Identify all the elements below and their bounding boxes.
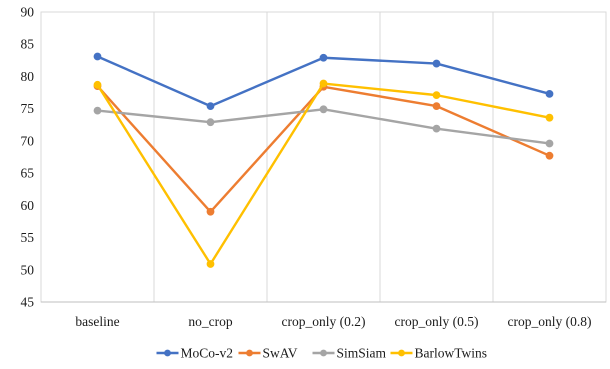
legend-item: BarlowTwins <box>390 346 488 361</box>
legend-swatch-marker <box>398 349 405 357</box>
legend-swatch-marker <box>164 349 171 357</box>
y-tick-label: 80 <box>21 69 35 84</box>
data-point <box>93 106 102 115</box>
legend-label: SimSiam <box>337 346 387 361</box>
data-point <box>206 118 215 127</box>
x-tick-label: no_crop <box>188 314 232 329</box>
data-point <box>432 124 441 133</box>
data-point <box>206 207 215 216</box>
legend-swatch-marker <box>246 349 253 357</box>
legend-item: MoCo-v2 <box>156 346 234 361</box>
series-barlowtwins <box>93 79 554 268</box>
legend-item: SimSiam <box>312 346 387 361</box>
data-point <box>93 52 102 61</box>
data-point <box>545 139 554 148</box>
y-tick-label: 45 <box>21 295 35 310</box>
x-axis-tick-labels: baseline no_crop crop_only (0.2) crop_only … <box>75 314 591 329</box>
data-point <box>545 113 554 122</box>
y-tick-label: 90 <box>21 5 35 20</box>
legend-label: BarlowTwins <box>415 346 488 361</box>
legend-item: SwAV <box>238 346 298 361</box>
y-tick-label: 85 <box>21 37 35 52</box>
data-point <box>545 89 554 98</box>
y-axis-tick-labels: 45 50 55 60 65 70 75 80 85 90 <box>21 5 35 310</box>
data-point <box>319 53 328 62</box>
data-point <box>432 59 441 68</box>
data-point <box>93 80 102 89</box>
x-tick-label: baseline <box>75 314 119 329</box>
legend-label: SwAV <box>263 346 298 361</box>
data-point <box>432 102 441 110</box>
x-tick-label: crop_only (0.5) <box>395 314 479 329</box>
y-tick-label: 55 <box>21 230 35 245</box>
legend: MoCo-v2 SwAV SimSiam BarlowTwins <box>156 346 488 361</box>
x-tick-label: crop_only (0.8) <box>508 314 592 329</box>
y-tick-label: 70 <box>21 133 35 148</box>
data-point <box>432 91 441 100</box>
y-tick-label: 75 <box>21 101 35 116</box>
data-point <box>206 102 215 110</box>
series-swav <box>93 82 554 216</box>
x-tick-label: crop_only (0.2) <box>282 314 366 329</box>
series-simsiam <box>93 105 554 148</box>
data-point <box>319 105 328 114</box>
axes <box>40 11 607 303</box>
legend-swatch-marker <box>320 349 327 357</box>
y-tick-label: 50 <box>21 262 35 277</box>
series-lines <box>93 52 554 268</box>
data-point <box>206 260 215 268</box>
series-moco-v2 <box>93 52 554 110</box>
data-point <box>319 79 328 88</box>
y-tick-label: 65 <box>21 166 35 181</box>
legend-label: MoCo-v2 <box>181 346 234 361</box>
data-point <box>545 151 554 160</box>
y-tick-label: 60 <box>21 198 35 213</box>
